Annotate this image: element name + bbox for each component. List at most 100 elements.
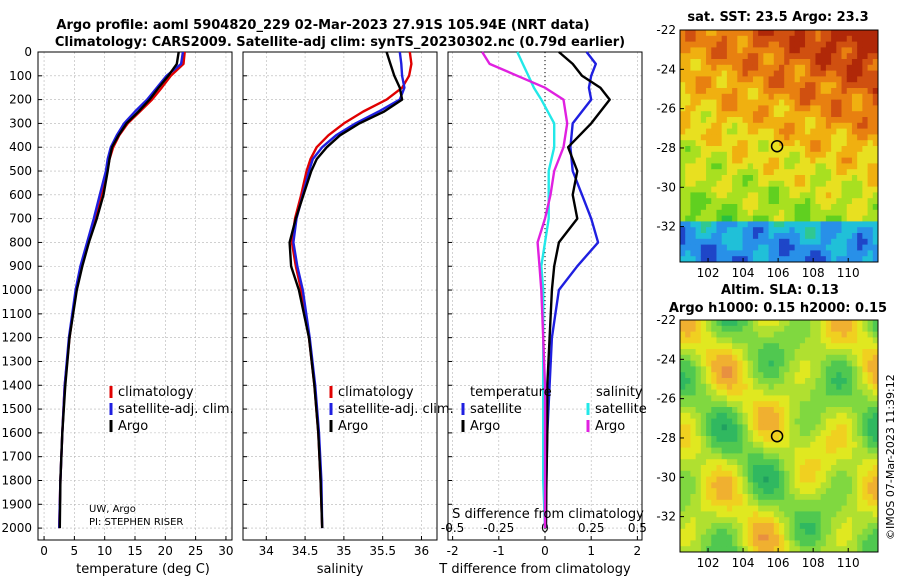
map-cell xyxy=(711,47,717,54)
map-cell xyxy=(763,389,769,396)
map-cell xyxy=(742,53,749,60)
map-cell xyxy=(690,82,697,89)
map-cell xyxy=(747,53,754,60)
map-cell xyxy=(779,337,785,344)
map-cell xyxy=(706,180,712,187)
map-cell xyxy=(726,209,733,216)
map-cell xyxy=(862,47,868,54)
map-cell xyxy=(825,140,832,147)
x-tick-label: 36 xyxy=(414,544,429,558)
map-x-tick-label: 102 xyxy=(697,266,720,280)
map-cell xyxy=(820,447,827,454)
map-cell xyxy=(872,233,879,240)
map-cell xyxy=(742,360,749,367)
map-cell xyxy=(726,99,733,106)
map-cell xyxy=(768,465,775,472)
map-cell xyxy=(742,82,749,89)
map-cell xyxy=(711,372,717,379)
map-cell xyxy=(690,256,697,263)
map-cell xyxy=(820,192,827,199)
map-cell xyxy=(737,221,743,228)
map-cell xyxy=(805,494,811,501)
x-tick-label: 5 xyxy=(71,544,79,558)
map-cell xyxy=(726,470,733,477)
map-cell xyxy=(872,465,879,472)
map-cell xyxy=(768,105,775,112)
map-cell xyxy=(815,517,822,524)
map-cell xyxy=(747,256,754,263)
map-cell xyxy=(794,465,801,472)
map-cell xyxy=(820,53,827,60)
map-cell xyxy=(768,372,775,379)
map-cell xyxy=(690,401,697,408)
map-cell xyxy=(836,238,842,245)
map-cell xyxy=(716,459,723,466)
map-cell xyxy=(810,412,816,419)
map-cell xyxy=(805,523,811,530)
map-cell xyxy=(779,186,785,193)
map-cell xyxy=(716,488,723,495)
map-cell xyxy=(799,227,806,234)
map-cell xyxy=(763,82,769,89)
map-cell xyxy=(732,238,738,245)
map-cell xyxy=(789,163,796,170)
map-cell xyxy=(789,349,796,356)
map-cell xyxy=(680,99,686,106)
map-cell xyxy=(726,157,733,164)
map-cell xyxy=(726,238,733,245)
map-cell xyxy=(867,215,874,222)
map-cell xyxy=(872,163,879,170)
map-cell xyxy=(706,459,712,466)
map-cell xyxy=(784,354,790,361)
map-cell xyxy=(706,395,712,402)
map-cell xyxy=(779,99,785,106)
map-cell xyxy=(716,53,723,60)
map-cell xyxy=(680,465,686,472)
map-cell xyxy=(737,64,743,71)
map-cell xyxy=(726,93,733,100)
map-cell xyxy=(794,53,801,60)
map-cell xyxy=(711,169,717,176)
map-cell xyxy=(685,88,691,95)
map-cell xyxy=(836,93,842,100)
map-cell xyxy=(784,412,790,419)
map-cell xyxy=(737,117,743,124)
map-cell xyxy=(763,64,769,71)
map-cell xyxy=(867,546,874,553)
map-cell xyxy=(773,337,780,344)
map-cell xyxy=(763,93,769,100)
map-cell xyxy=(784,227,790,234)
map-cell xyxy=(851,186,858,193)
map-cell xyxy=(716,546,723,553)
map-cell xyxy=(872,146,879,153)
map-cell xyxy=(737,418,743,425)
map-cell xyxy=(690,343,697,350)
map-cell xyxy=(831,517,837,524)
map-cell xyxy=(711,111,717,118)
map-cell xyxy=(752,424,759,431)
map-cell xyxy=(711,453,717,460)
map-cell xyxy=(732,441,738,448)
map-cell xyxy=(779,331,785,338)
map-cell xyxy=(825,511,832,518)
map-cell xyxy=(789,180,796,187)
map-cell xyxy=(810,401,816,408)
map-cell xyxy=(700,488,707,495)
map-cell xyxy=(680,227,686,234)
map-cell xyxy=(690,337,697,344)
map-cell xyxy=(820,546,827,553)
map-cell xyxy=(810,499,816,506)
map-cell xyxy=(742,354,749,361)
map-cell xyxy=(799,447,806,454)
map-cell xyxy=(685,204,691,211)
map-cell xyxy=(690,372,697,379)
map-cell xyxy=(700,59,707,66)
map-y-tick-label: -24 xyxy=(656,62,676,76)
map-cell xyxy=(690,465,697,472)
map-cell xyxy=(773,540,780,547)
map-cell xyxy=(685,180,691,187)
map-cell xyxy=(737,111,743,118)
map-cell xyxy=(825,64,832,71)
map-cell xyxy=(758,389,764,396)
map-cell xyxy=(841,70,848,77)
